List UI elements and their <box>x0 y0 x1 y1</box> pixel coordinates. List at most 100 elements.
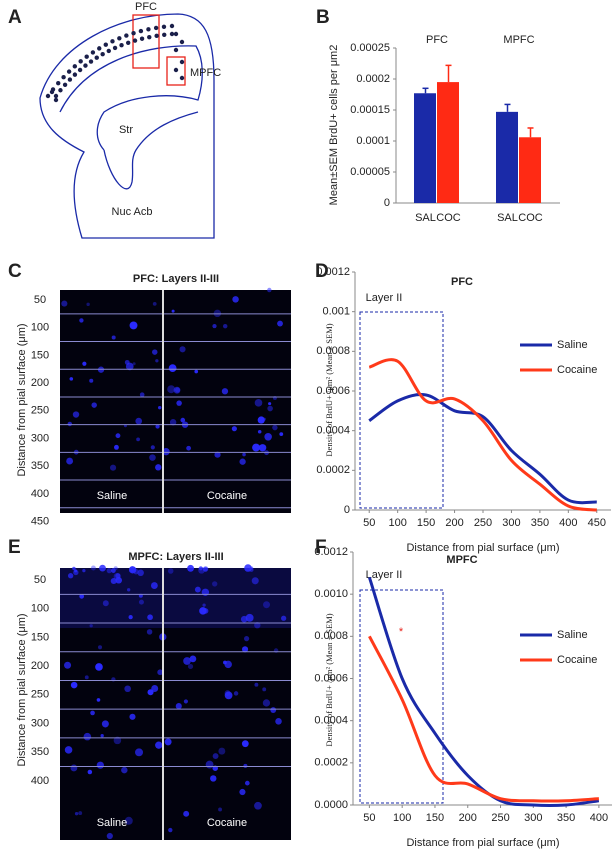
y-tick-label: 0.0006 <box>316 385 350 397</box>
cell <box>70 681 78 689</box>
cell <box>67 421 73 427</box>
cell-dot <box>132 38 138 43</box>
cell <box>64 746 73 754</box>
y-tick-label: 0 <box>384 197 390 209</box>
cell-dot <box>169 31 175 37</box>
cell <box>175 703 182 710</box>
cell <box>147 689 154 696</box>
row-label: 300 <box>31 432 49 444</box>
cell <box>258 444 267 452</box>
micrograph-glow <box>60 568 291 628</box>
cell-dot <box>146 27 151 32</box>
cell <box>168 364 177 373</box>
cell <box>139 392 145 398</box>
bar <box>437 82 459 203</box>
cell <box>95 663 103 671</box>
cell <box>270 707 277 713</box>
panel-letter: F <box>315 537 327 558</box>
cell <box>257 416 265 424</box>
cell <box>146 629 153 635</box>
cell-dot <box>61 75 66 80</box>
cell <box>155 359 159 363</box>
cell <box>198 566 205 574</box>
cell <box>100 734 104 738</box>
cell <box>167 568 174 574</box>
x-tick-label: 400 <box>590 812 608 824</box>
x-tick-label: 50 <box>363 517 375 529</box>
cell <box>66 457 74 465</box>
cell <box>267 405 273 412</box>
cell <box>231 426 237 432</box>
line <box>368 358 597 512</box>
cell <box>96 761 104 769</box>
cell <box>129 713 136 720</box>
cell-dot <box>45 93 51 99</box>
cell <box>109 464 117 471</box>
row-label: 400 <box>31 488 49 500</box>
cell <box>257 430 262 434</box>
cell-dot <box>72 64 78 69</box>
pfc-box <box>132 14 160 69</box>
cell <box>272 424 278 431</box>
cell <box>124 816 133 825</box>
row-label: 100 <box>31 322 49 334</box>
cell-dot <box>103 42 108 47</box>
y-tick-label: 0.0004 <box>314 715 348 727</box>
y-axis-label: Distance from pial surface (μm) <box>16 613 28 766</box>
cell <box>244 636 250 642</box>
x-tick-label: 250 <box>491 812 509 824</box>
cell <box>106 832 113 840</box>
series-label: COC <box>436 212 461 224</box>
brain-outline <box>39 13 215 239</box>
cell <box>268 402 272 406</box>
line <box>368 635 599 803</box>
legend-label: Saline <box>557 629 588 641</box>
cell <box>252 443 261 452</box>
line <box>367 576 600 808</box>
y-tick-label: 0.0002 <box>314 757 348 769</box>
cell <box>64 661 72 669</box>
panel-letter: D <box>315 261 329 282</box>
cell <box>99 564 106 572</box>
cell <box>138 599 144 605</box>
series-label: SAL <box>497 212 518 224</box>
cell <box>155 424 160 429</box>
cell <box>168 827 173 833</box>
cell <box>128 614 133 620</box>
cell <box>150 582 158 589</box>
cell <box>239 458 246 465</box>
cell <box>73 569 79 576</box>
cell <box>137 569 144 577</box>
ventricle <box>103 111 199 190</box>
diagram-label: Nuc Acb <box>112 206 153 218</box>
cell <box>194 586 201 593</box>
cell <box>78 811 83 816</box>
cell <box>167 385 176 394</box>
cell <box>72 411 80 418</box>
cell <box>79 593 85 599</box>
cell <box>239 788 246 796</box>
bar <box>519 137 541 203</box>
annotation: Layer II <box>366 292 403 304</box>
cell-dot <box>72 72 78 77</box>
row-label: 350 <box>31 746 49 758</box>
cell <box>135 748 144 757</box>
cell <box>155 464 162 471</box>
x-tick-label: 200 <box>459 812 477 824</box>
x-tick-label: 100 <box>393 812 411 824</box>
cell <box>262 687 267 692</box>
y-axis-label: Density of BrdU+ /μm² (Mean ± SEM) <box>324 323 334 456</box>
y-tick-label: 0 <box>344 504 350 516</box>
y-tick-label: 0.0012 <box>316 266 350 278</box>
cell <box>186 445 191 451</box>
cell <box>169 419 177 426</box>
cell <box>82 569 86 573</box>
cell-dot <box>179 75 185 81</box>
cell <box>187 564 195 572</box>
y-tick-label: 0.0012 <box>314 546 348 558</box>
cell-dot <box>58 88 63 93</box>
cell <box>183 699 189 704</box>
panel-letter: E <box>8 537 21 558</box>
cell <box>111 335 116 340</box>
y-axis-label: Mean±SEM BrdU+ cells per μm2 <box>328 45 340 206</box>
